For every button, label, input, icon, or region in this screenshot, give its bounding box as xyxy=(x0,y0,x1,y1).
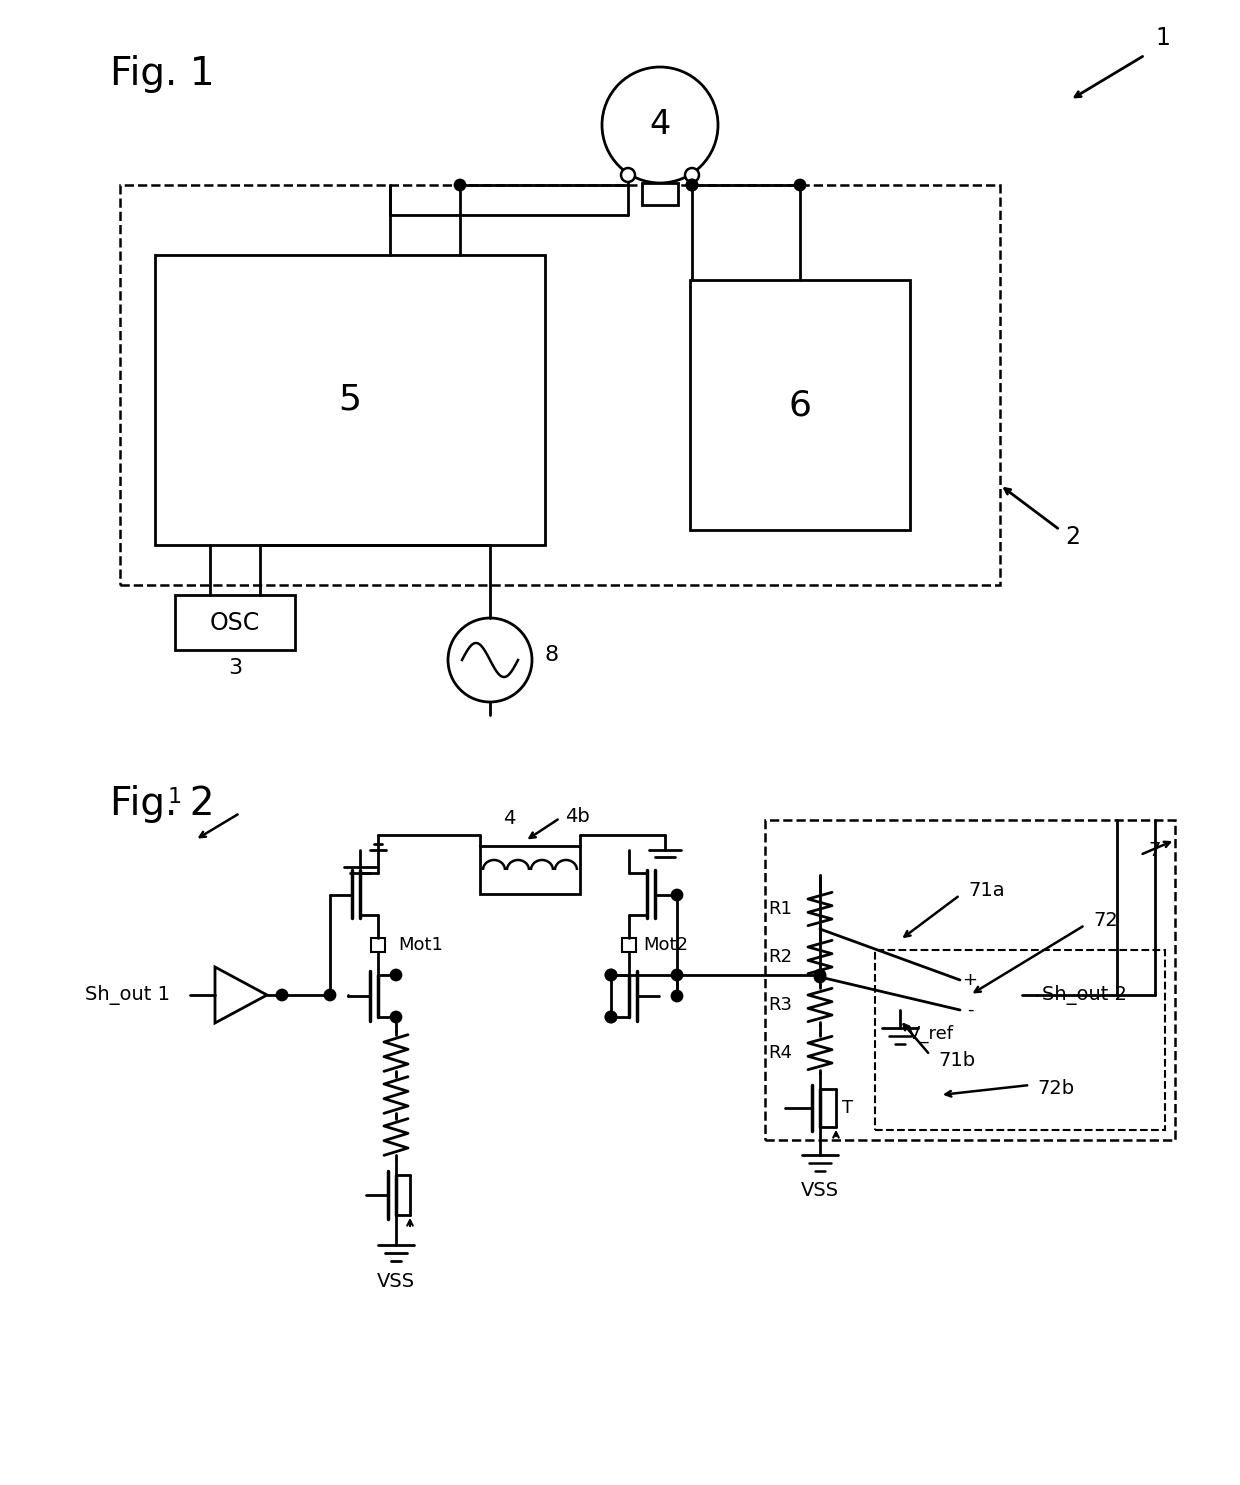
Circle shape xyxy=(687,180,697,190)
Text: 71b: 71b xyxy=(937,1051,975,1071)
Text: VSS: VSS xyxy=(377,1273,415,1290)
Circle shape xyxy=(895,1005,905,1016)
Text: 5: 5 xyxy=(339,383,362,417)
Circle shape xyxy=(606,1011,616,1022)
Circle shape xyxy=(391,970,401,980)
Bar xyxy=(120,186,999,585)
Circle shape xyxy=(277,990,286,999)
Circle shape xyxy=(672,970,682,980)
Circle shape xyxy=(672,890,682,900)
Text: 72: 72 xyxy=(1092,912,1117,931)
Text: R2: R2 xyxy=(768,947,792,967)
Circle shape xyxy=(684,168,699,183)
Text: 4: 4 xyxy=(650,108,671,141)
Text: R3: R3 xyxy=(768,996,792,1014)
Bar xyxy=(371,939,384,952)
Bar xyxy=(875,950,1166,1130)
Text: -: - xyxy=(967,1001,973,1019)
Text: 2: 2 xyxy=(1065,526,1080,549)
Text: R4: R4 xyxy=(768,1044,792,1062)
Bar xyxy=(689,281,910,530)
Text: Mot2: Mot2 xyxy=(644,936,688,953)
Text: Sh_out 1: Sh_out 1 xyxy=(86,985,170,1005)
Text: +: + xyxy=(962,971,977,989)
Text: 6: 6 xyxy=(789,388,811,422)
Text: 3: 3 xyxy=(228,658,242,679)
Text: Sh_out 2: Sh_out 2 xyxy=(1042,985,1127,1005)
Bar xyxy=(622,939,636,952)
Circle shape xyxy=(815,970,825,980)
Circle shape xyxy=(687,180,697,190)
Text: V_ref: V_ref xyxy=(908,1025,954,1042)
Text: Mot1: Mot1 xyxy=(398,936,443,953)
Text: OSC: OSC xyxy=(210,610,260,634)
Circle shape xyxy=(455,180,465,190)
Text: 7: 7 xyxy=(1148,841,1161,860)
Circle shape xyxy=(795,180,805,190)
Text: 4b: 4b xyxy=(565,806,590,826)
Text: 4: 4 xyxy=(502,808,515,827)
Circle shape xyxy=(606,970,616,980)
Text: 72b: 72b xyxy=(1037,1078,1074,1097)
Text: Fig. 1: Fig. 1 xyxy=(110,55,215,94)
Bar xyxy=(765,820,1176,1140)
Text: 1: 1 xyxy=(1154,27,1169,50)
Bar xyxy=(642,183,678,205)
Text: Fig. 2: Fig. 2 xyxy=(110,786,215,823)
Circle shape xyxy=(391,1011,401,1022)
Circle shape xyxy=(606,1011,616,1022)
Circle shape xyxy=(601,67,718,183)
Circle shape xyxy=(606,970,616,980)
Circle shape xyxy=(672,990,682,1001)
Circle shape xyxy=(325,990,335,999)
Circle shape xyxy=(815,973,825,982)
Bar xyxy=(175,595,295,650)
Text: R1: R1 xyxy=(768,900,792,918)
Bar xyxy=(155,255,546,545)
Text: 1: 1 xyxy=(167,787,182,806)
Circle shape xyxy=(448,618,532,702)
Text: VSS: VSS xyxy=(801,1181,839,1200)
Text: T: T xyxy=(842,1099,853,1117)
Polygon shape xyxy=(215,967,267,1023)
Text: 8: 8 xyxy=(544,644,558,665)
Polygon shape xyxy=(960,964,1022,1026)
Circle shape xyxy=(621,168,635,183)
Text: 71a: 71a xyxy=(968,882,1004,900)
Bar xyxy=(480,846,580,894)
